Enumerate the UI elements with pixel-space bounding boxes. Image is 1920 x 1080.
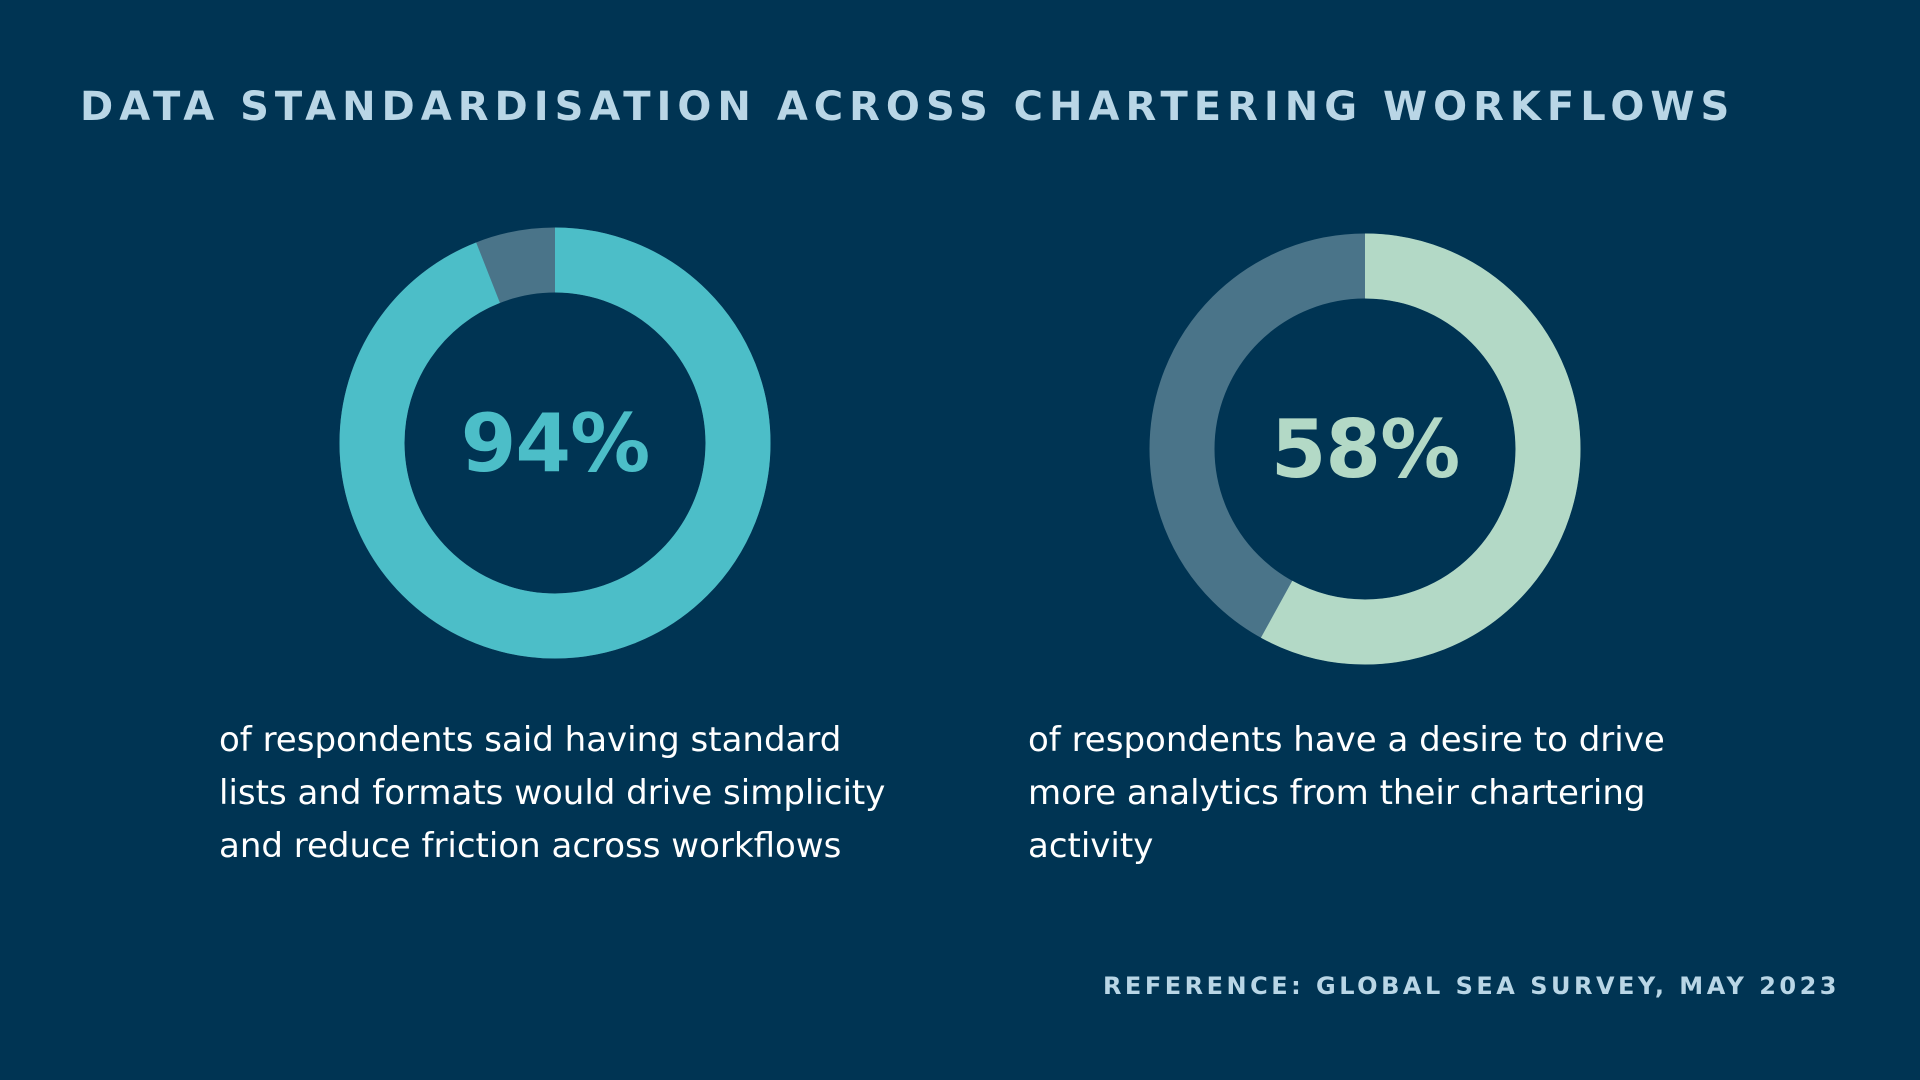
donut-value-slice: [1149, 233, 1581, 665]
reference-note: REFERENCE: GLOBAL SEA SURVEY, MAY 2023: [1102, 972, 1840, 1000]
donut-caption-analytics: of respondents have a desire to drive mo…: [1028, 720, 1665, 866]
page-title: DATA STANDARDISATION ACROSS CHARTERING W…: [80, 84, 1736, 130]
donut-chart-simplicity-svg: [339, 227, 771, 659]
donut-caption-simplicity: of respondents said having standard list…: [219, 720, 886, 866]
donut-value-slice: [339, 227, 771, 659]
donut-center-value: 58%: [1270, 402, 1460, 496]
donut-center-value: 94%: [460, 396, 650, 490]
donut-chart-analytics: 58%: [1145, 229, 1585, 669]
donut-chart-analytics-svg: [1149, 233, 1581, 665]
donut-chart-simplicity: 94%: [335, 223, 775, 663]
